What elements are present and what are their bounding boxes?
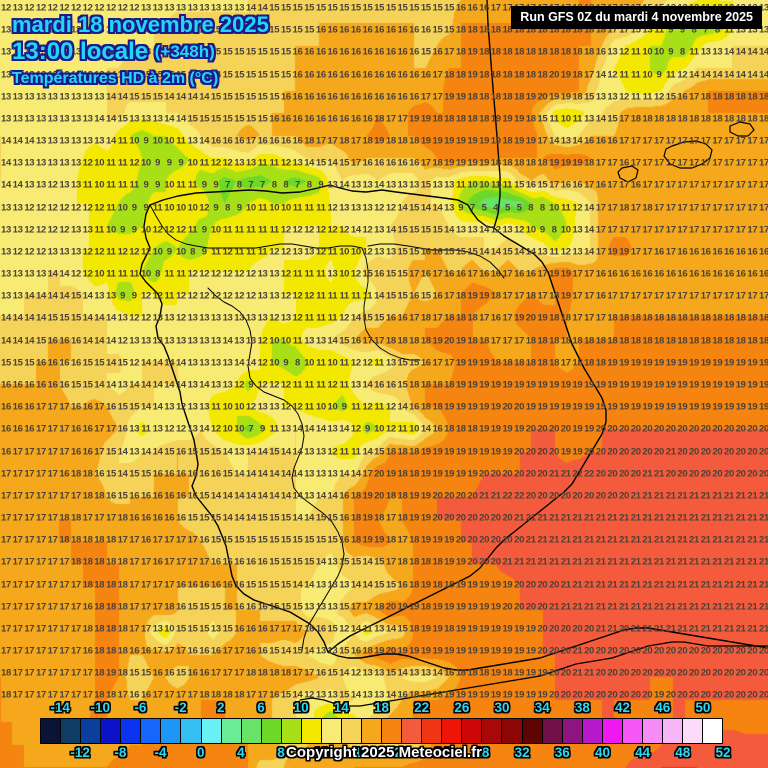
scale-cell [703,719,723,743]
scale-tick-label: 52 [715,745,731,760]
scale-tick-label: 14 [333,700,349,715]
scale-cell [502,719,523,743]
scale-tick-label: -8 [114,745,127,760]
scale-cell [101,719,122,743]
scale-tick-label: 40 [594,745,610,760]
forecast-date-label: mardi 18 novembre 2025 [12,12,269,37]
scale-tick-label: 8 [277,745,285,760]
scale-cell [121,719,142,743]
scale-tick-label: 10 [293,700,309,715]
scale-tick-label: 48 [675,745,691,760]
scale-tick-label: 46 [655,700,671,715]
scale-cell [683,719,704,743]
parameter-label: Températures HD à 2m (°C) [12,70,219,87]
scale-tick-label: -4 [154,745,167,760]
scale-cell [201,719,222,743]
scale-tick-label: 30 [494,700,510,715]
scale-cell [362,719,383,743]
scale-cell [161,719,182,743]
scale-tick-label: 44 [635,745,651,760]
temperature-color-scale[interactable] [40,718,723,744]
scale-tick-label: 24 [434,745,450,760]
scale-tick-label: -2 [174,700,187,715]
scale-tick-label: 0 [196,745,205,760]
forecast-time-value: 13:00 locale [12,38,149,65]
scale-tick-label: -10 [90,700,111,715]
scale-cell [341,719,362,743]
scale-cell [41,719,62,743]
scale-cell [321,719,342,743]
scale-tick-label: 36 [554,745,570,760]
scale-cell [402,719,423,743]
scale-tick-label: 32 [514,745,530,760]
scale-tick-label: 12 [313,745,329,760]
scale-tick-label: 42 [615,700,631,715]
scale-tick-label: -12 [70,745,90,760]
scale-tick-label: -6 [134,700,147,715]
scale-cell [622,719,643,743]
scale-tick-label: 16 [353,745,369,760]
scale-tick-label: 38 [574,700,590,715]
scale-cell [522,719,543,743]
scale-tick-label: -14 [50,700,70,715]
scale-cell [602,719,623,743]
scale-tick-label: 18 [373,700,390,715]
scale-tick-label: 20 [394,745,410,760]
scale-cell [542,719,563,743]
scale-cell [562,719,583,743]
scale-cell [61,719,82,743]
scale-cell [442,719,463,743]
scale-cell [281,719,302,743]
scale-tick-label: 4 [237,745,245,760]
scale-cell [422,719,443,743]
scale-cell [221,719,242,743]
scale-tick-label: 6 [257,700,265,715]
scale-cell [662,719,683,743]
model-run-badge: Run GFS 0Z du mardi 4 novembre 2025 [511,6,762,29]
forecast-offset-value: (+348h) [154,42,215,61]
scale-cell [382,719,403,743]
scale-cell [81,719,102,743]
scale-cell [642,719,663,743]
scale-cell [482,719,503,743]
scale-tick-label: 28 [474,745,490,760]
scale-cell [261,719,282,743]
scale-cell [582,719,603,743]
forecast-time-label: 13:00 locale (+348h) [12,38,215,66]
scale-cell [141,719,162,743]
scale-tick-label: 22 [414,700,430,715]
copyright-label: Copyright 2025 Meteociel.fr [286,744,482,761]
scale-tick-label: 50 [695,700,711,715]
scale-cell [181,719,202,743]
scale-cell [241,719,262,743]
scale-tick-label: 2 [217,700,225,715]
scale-tick-label: 34 [534,700,550,715]
scale-cell [301,719,322,743]
scale-tick-label: 26 [454,700,470,715]
scale-cell [462,719,483,743]
